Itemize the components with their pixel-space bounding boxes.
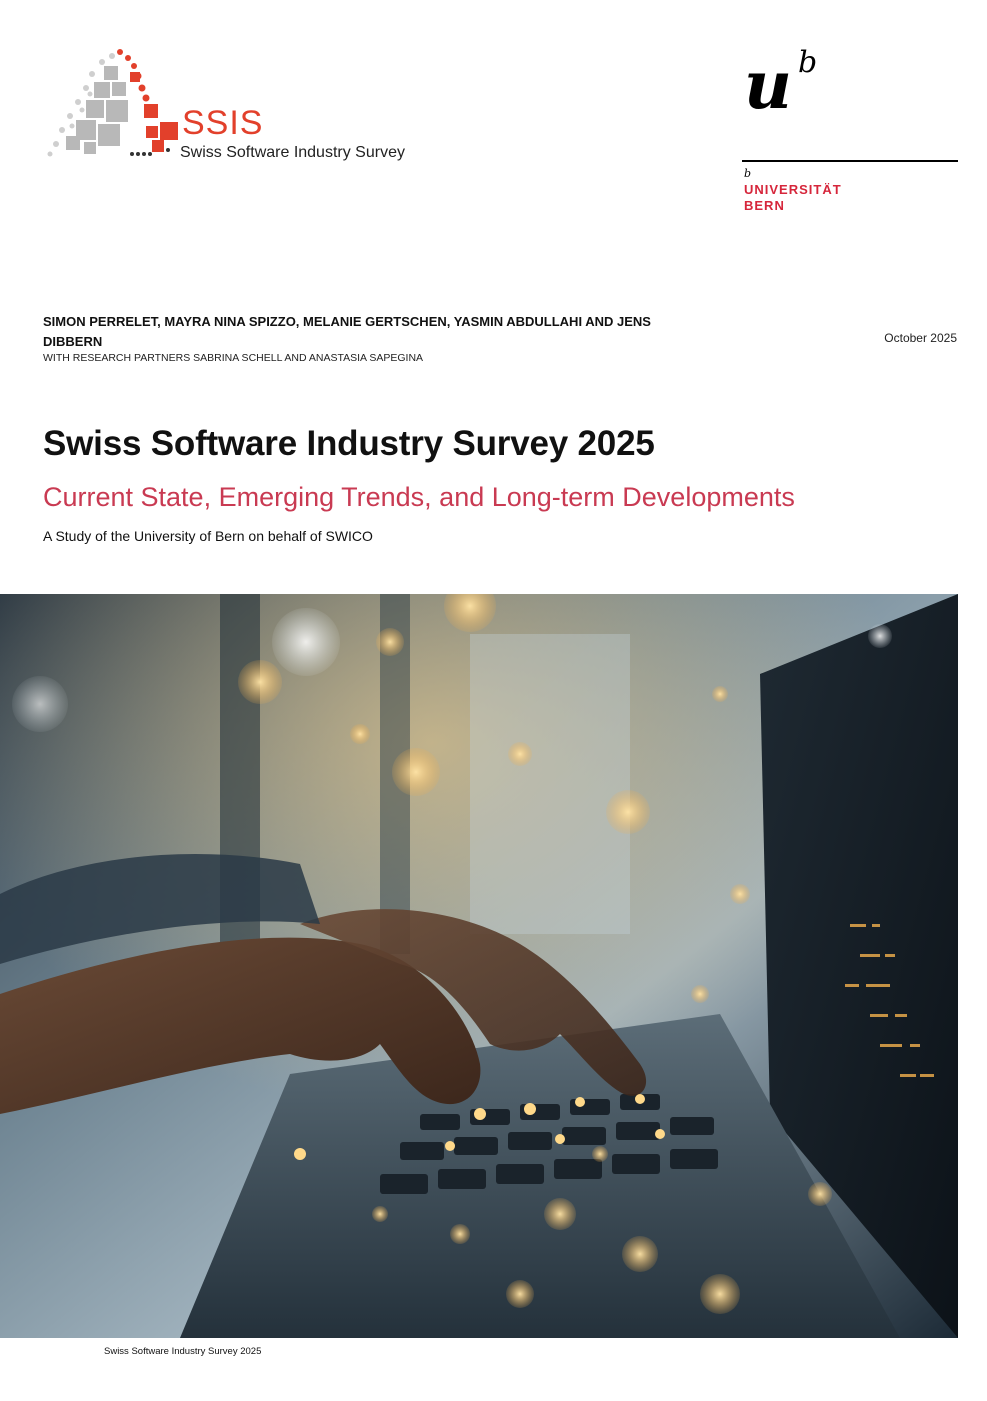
- university-name: UNIVERSITÄT BERN: [744, 182, 842, 213]
- ssis-logo: SSIS Swiss Software Industry Survey: [42, 44, 442, 164]
- cover-photo: [0, 594, 958, 1338]
- document-subtitle: Current State, Emerging Trends, and Long…: [43, 482, 795, 512]
- document-title: Swiss Software Industry Survey 2025: [43, 424, 655, 463]
- publication-date: October 2025: [884, 331, 957, 345]
- university-logo: u b b UNIVERSITÄT BERN: [742, 44, 958, 224]
- study-description: A Study of the University of Bern on beh…: [43, 528, 373, 544]
- ssis-logo-tagline: Swiss Software Industry Survey: [180, 144, 405, 161]
- university-logo-b: b: [798, 45, 818, 80]
- research-partners: WITH RESEARCH PARTNERS SABRINA SCHELL AN…: [43, 352, 424, 364]
- ssis-logo-mark: [47, 49, 178, 157]
- ssis-logo-wordmark: SSIS: [182, 104, 264, 142]
- university-logo-rule: [742, 160, 958, 162]
- university-logo-small-b: b: [744, 167, 752, 180]
- authors: SIMON PERRELET, MAYRA NINA SPIZZO, MELAN…: [43, 314, 651, 349]
- page-footer: Swiss Software Industry Survey 2025: [104, 1346, 262, 1357]
- university-logo-u: u: [744, 46, 792, 124]
- cover-photo-illustration: [0, 594, 958, 1338]
